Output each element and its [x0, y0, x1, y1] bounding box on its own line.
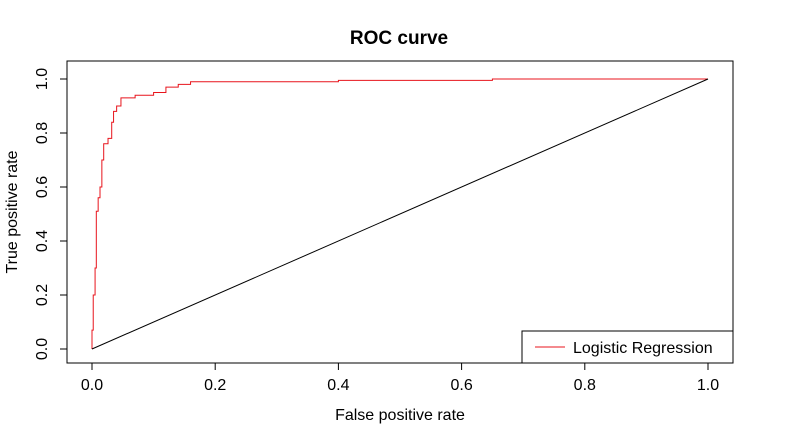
- x-tick-label: 0.6: [450, 377, 472, 394]
- y-axis-label: True positive rate: [4, 150, 21, 273]
- legend: Logistic Regression: [521, 330, 734, 364]
- x-axis: 0.0 0.2 0.4 0.6 0.8 1.0: [81, 362, 719, 394]
- legend-label-logistic-regression: Logistic Regression: [573, 340, 713, 357]
- y-tick-label: 0.2: [34, 284, 51, 306]
- y-axis: 0.0 0.2 0.4 0.6 0.8 1.0: [34, 68, 68, 360]
- y-tick-label: 0.0: [34, 338, 51, 360]
- y-tick-label: 0.4: [34, 230, 51, 252]
- chart-title: ROC curve: [350, 28, 448, 49]
- y-tick-label: 0.8: [34, 122, 51, 144]
- x-tick-label: 0.4: [327, 377, 349, 394]
- x-tick-label: 0.8: [574, 377, 596, 394]
- x-axis-label: False positive rate: [335, 407, 465, 424]
- x-tick-label: 1.0: [697, 377, 719, 394]
- y-tick-label: 0.6: [34, 176, 51, 198]
- y-tick-label: 1.0: [34, 68, 51, 90]
- series-line-diagonal-reference: [91, 78, 709, 350]
- x-tick-label: 0.2: [204, 377, 226, 394]
- series-line-logistic-regression: [91, 78, 708, 349]
- x-tick-label: 0.0: [81, 377, 103, 394]
- plot-frame: [66, 60, 734, 364]
- series-layer: [91, 78, 709, 350]
